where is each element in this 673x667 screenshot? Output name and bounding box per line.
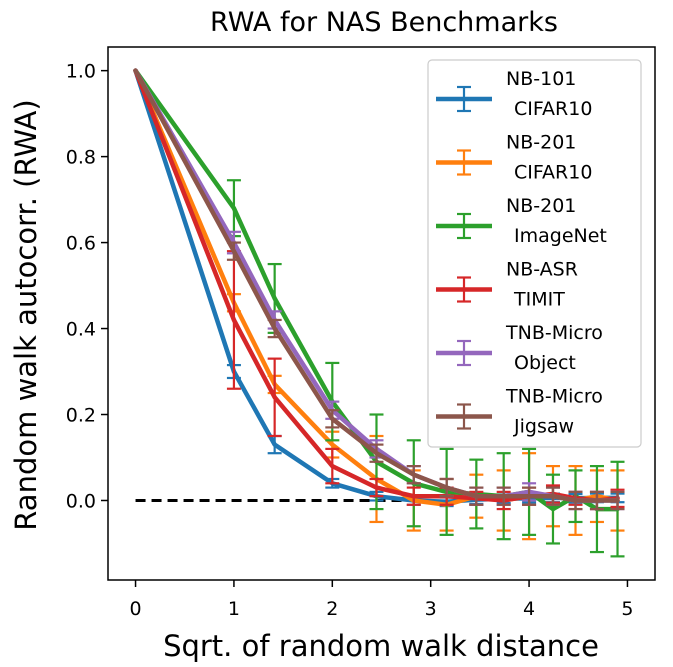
legend-box (427, 59, 642, 448)
legend-label-line2: CIFAR10 (514, 162, 592, 184)
x-axis-label: Sqrt. of random walk distance (163, 629, 599, 663)
plot-area (133, 68, 625, 558)
legend-label-line2: Object (514, 352, 576, 374)
legend-entry: TNB-Micro Jigsaw (436, 386, 603, 438)
axes-frame (107, 46, 656, 581)
legend-entry: NB-201 CIFAR10 (436, 132, 592, 184)
y-axis: 0.0 0.2 0.4 0.6 0.8 1.0 (66, 61, 108, 512)
legend-label-line1: NB-101 (506, 68, 576, 90)
legend-label-line1: TNB-Micro (505, 322, 603, 344)
legend-entry: NB-101 CIFAR10 (436, 68, 592, 120)
legend-label-line2: CIFAR10 (514, 98, 592, 120)
x-tick-label: 1 (228, 598, 240, 620)
legend-label-line1: NB-ASR (506, 259, 578, 281)
y-tick-label: 1.0 (66, 61, 96, 83)
legend-label-line1: TNB-Micro (505, 386, 603, 408)
x-tick-label: 4 (523, 598, 535, 620)
x-axis: 0 1 2 3 4 5 (129, 580, 634, 620)
x-tick-label: 0 (129, 598, 141, 620)
y-tick-label: 0.8 (66, 147, 96, 169)
legend-entry: TNB-Micro Object (436, 322, 603, 374)
y-tick-label: 0.4 (66, 319, 96, 341)
x-tick-label: 3 (425, 598, 437, 620)
legend-entry: NB-201 ImageNet (436, 195, 607, 247)
series-5 (133, 68, 625, 511)
y-tick-label: 0.2 (66, 405, 96, 427)
legend-label-line1: NB-201 (506, 132, 576, 154)
x-tick-label: 2 (326, 598, 338, 620)
chart-title: RWA for NAS Benchmarks (210, 7, 558, 38)
legend: NB-101 CIFAR10 NB-201 CIFAR10 NB-201 ImageNet… (427, 59, 642, 448)
y-axis-label: Random walk autocorr. (RWA) (9, 99, 43, 530)
series-line (133, 68, 620, 503)
legend-label-line2: Jigsaw (513, 416, 574, 438)
legend-label-line1: NB-201 (506, 195, 576, 217)
x-tick-label: 5 (621, 598, 633, 620)
legend-entry: NB-ASR TIMIT (436, 259, 578, 311)
legend-label-line2: ImageNet (514, 225, 607, 247)
y-tick-label: 0.0 (66, 490, 96, 512)
y-tick-label: 0.6 (66, 233, 96, 255)
legend-label-line2: TIMIT (513, 289, 565, 311)
